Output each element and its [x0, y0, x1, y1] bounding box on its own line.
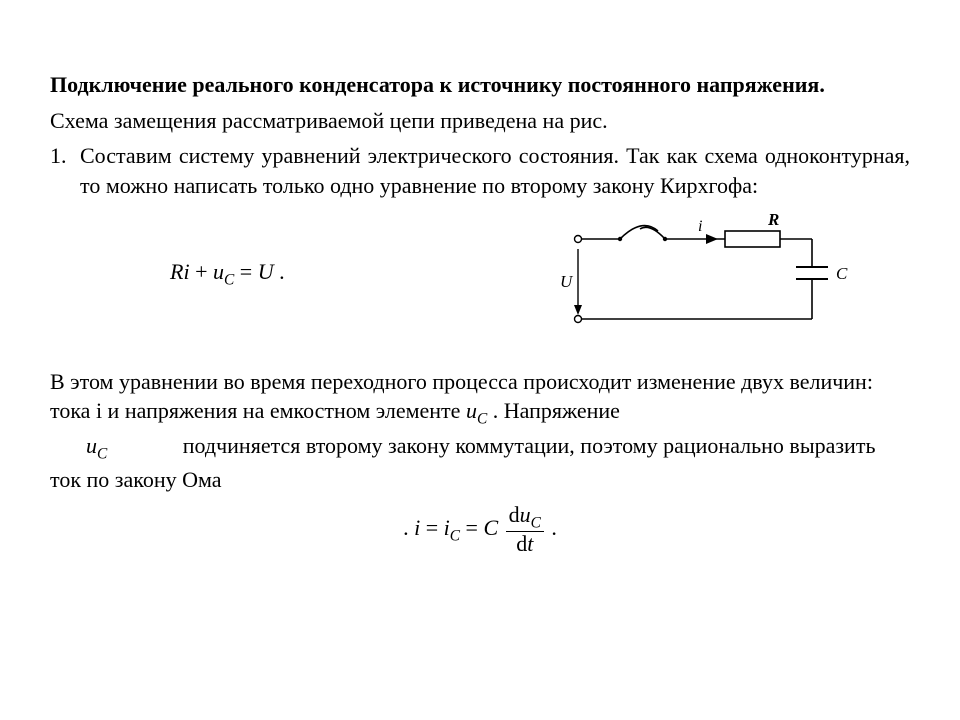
- circuit-svg: U i R: [550, 209, 850, 339]
- para2-part-a: В этом уравнении во время переходного пр…: [50, 369, 873, 424]
- eq2-C: C: [483, 514, 498, 539]
- den-d: d: [516, 531, 527, 556]
- equation-and-diagram-row: Ri + uC = U . U i: [50, 209, 910, 339]
- eq2-eq1: =: [420, 514, 443, 539]
- fraction-denominator: dt: [506, 532, 544, 556]
- voltage-arrow-head: [574, 305, 582, 315]
- inline-u-2: u: [86, 433, 97, 458]
- inline-c-1: C: [477, 411, 487, 428]
- resistor-icon: [725, 231, 780, 247]
- equation-1: Ri + uC = U .: [50, 257, 325, 291]
- list-body: Составим систему уравнений электрическог…: [80, 141, 910, 200]
- den-t: t: [527, 531, 533, 556]
- paragraph-2: В этом уравнении во время переходного пр…: [50, 367, 910, 495]
- num-c: C: [531, 514, 541, 531]
- switch-arm-1: [620, 225, 658, 238]
- equation-2: . i = iC = C duC dt .: [50, 503, 910, 557]
- num-d: d: [509, 502, 520, 527]
- sub-C: C: [224, 271, 234, 288]
- page-title: Подключение реального конденсатора к ист…: [50, 70, 910, 100]
- inline-c-2: C: [97, 445, 107, 462]
- label-C: C: [836, 264, 848, 283]
- inline-uc-1: uC: [466, 398, 487, 423]
- list-item-1: 1. Составим систему уравнений электричес…: [50, 141, 910, 200]
- eq2-eq2: =: [460, 514, 483, 539]
- equals: =: [234, 259, 257, 284]
- plus: +: [190, 259, 213, 284]
- eq2-ic-sub: C: [450, 527, 460, 544]
- switch-arm-2: [640, 227, 665, 239]
- label-R: R: [767, 210, 779, 229]
- period: .: [274, 259, 285, 284]
- eq2-dot: .: [546, 514, 557, 539]
- inline-u-1: u: [466, 398, 477, 423]
- fraction-icon: duC dt: [506, 503, 544, 557]
- intro-text: Схема замещения рассматриваемой цепи при…: [50, 106, 910, 136]
- para2-part-b: . Напряжение: [487, 398, 620, 423]
- label-i: i: [698, 218, 702, 235]
- circuit-diagram: U i R: [325, 209, 910, 339]
- current-arrow-head: [706, 234, 718, 244]
- document-page: Подключение реального конденсатора к ист…: [0, 0, 960, 586]
- num-u: u: [520, 502, 531, 527]
- var-u: u: [213, 259, 224, 284]
- var-R: R: [170, 259, 183, 284]
- list-number: 1.: [50, 141, 80, 200]
- fraction-numerator: duC: [506, 503, 544, 533]
- terminal-top: [575, 235, 582, 242]
- label-U: U: [560, 272, 574, 291]
- inline-uc-2: uC: [86, 433, 107, 458]
- eq2-leading-dot: .: [403, 514, 414, 539]
- var-U: U: [258, 259, 274, 284]
- para2-part-c: подчиняется второму закону коммутации, п…: [50, 433, 875, 492]
- terminal-bottom: [575, 315, 582, 322]
